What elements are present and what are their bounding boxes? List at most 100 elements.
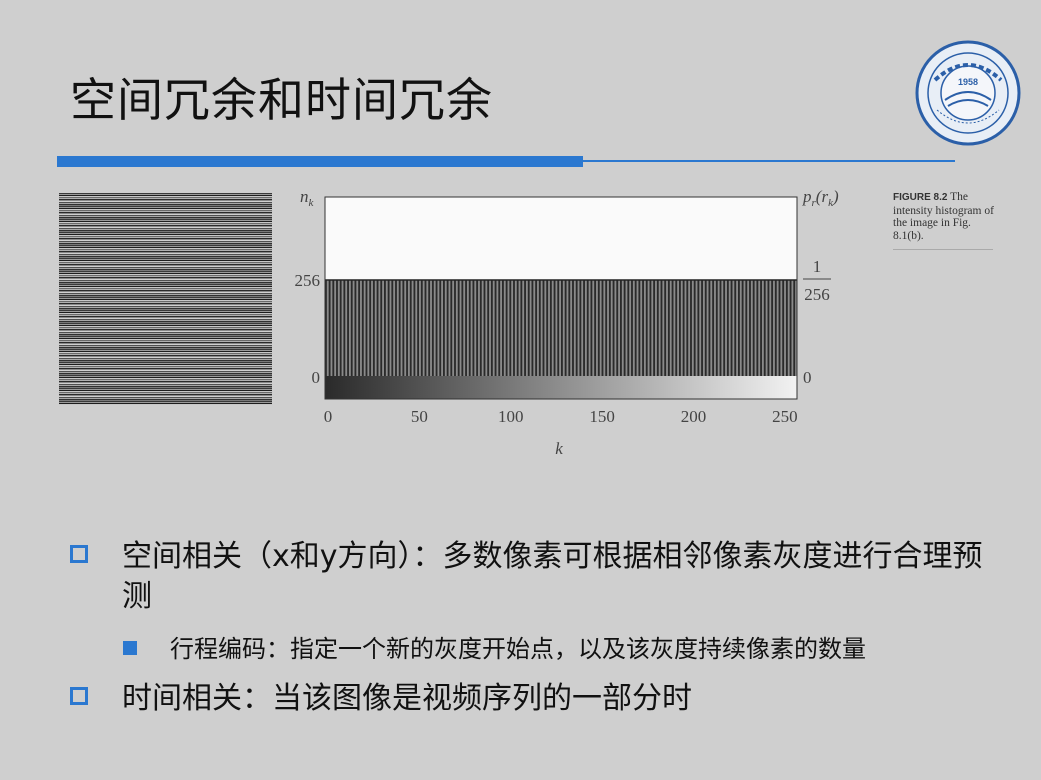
histogram-bar	[752, 280, 755, 376]
histogram-bar	[490, 280, 493, 376]
histogram-bar	[509, 280, 512, 376]
histogram-bar	[406, 280, 408, 376]
bullet-spatial: 空间相关（x和y方向）：多数像素可根据相邻像素灰度进行合理预测	[70, 537, 990, 617]
histogram-bar	[454, 280, 456, 376]
right-tick-1: 1	[813, 257, 822, 276]
histogram-bar	[332, 280, 335, 376]
sub-bullet-runlength: 行程编码：指定一个新的灰度开始点，以及该灰度持续像素的数量	[70, 633, 990, 665]
x-tick-label: 200	[681, 407, 707, 426]
bullet-list: 空间相关（x和y方向）：多数像素可根据相邻像素灰度进行合理预测 行程编码：指定一…	[70, 537, 990, 719]
histogram-bar	[502, 280, 504, 376]
histogram-bar	[424, 280, 427, 376]
histogram-bar	[513, 280, 515, 376]
histogram-bar	[443, 280, 445, 376]
histogram-bar	[631, 280, 633, 376]
histogram-bar	[354, 280, 357, 376]
histogram-bar	[549, 280, 552, 376]
histogram-bar	[667, 280, 670, 376]
histogram-bar	[365, 280, 368, 376]
histogram-bar	[409, 280, 412, 376]
histogram-bar	[413, 280, 416, 376]
histogram-bar	[557, 280, 560, 376]
histogram-bar	[682, 280, 685, 376]
histogram-bar	[608, 280, 611, 376]
histogram-bar	[483, 280, 486, 376]
x-tick-label: 100	[498, 407, 523, 426]
histogram-bar	[420, 280, 423, 376]
histogram-bar	[741, 280, 744, 376]
histogram-bar	[369, 280, 372, 376]
histogram-bar	[778, 280, 781, 376]
histogram-bar	[553, 280, 556, 376]
histogram-bar	[627, 280, 630, 376]
histogram-bar	[417, 280, 420, 376]
histogram-bar	[376, 280, 379, 376]
histogram-bar	[649, 280, 652, 376]
x-tick-label: 250	[772, 407, 798, 426]
right-tick-256: 256	[804, 285, 830, 304]
histogram-bar	[597, 280, 600, 376]
histogram-bar	[487, 280, 490, 376]
histogram-bar	[531, 280, 534, 376]
histogram-bar	[450, 280, 453, 376]
title-rule-thick	[57, 156, 583, 167]
histogram-bar	[782, 280, 785, 376]
histogram-bar	[465, 280, 467, 376]
histogram-bar	[656, 280, 659, 376]
histogram-bar	[594, 280, 597, 376]
histogram-bars	[325, 279, 797, 376]
histogram-bar	[398, 280, 401, 376]
title-rule-thin	[583, 160, 955, 162]
histogram-bar	[546, 280, 549, 376]
histogram-bar	[642, 280, 644, 376]
histogram-bar	[686, 280, 689, 376]
histogram-bar	[579, 280, 582, 376]
histogram-bar	[564, 280, 567, 376]
histogram-bar	[690, 280, 692, 376]
histogram-bar	[763, 280, 766, 376]
grayscale-bar	[325, 376, 797, 399]
bullet-temporal-text: 时间相关：当该图像是视频序列的一部分时	[122, 681, 692, 716]
hollow-square-icon	[70, 545, 88, 563]
histogram-bar	[664, 280, 667, 376]
histogram-bar	[701, 280, 703, 376]
histogram-bar	[590, 280, 593, 376]
striped-image	[59, 193, 272, 405]
histogram-bar	[516, 280, 519, 376]
logo-year: 1958	[958, 77, 978, 87]
left-tick-256: 256	[295, 271, 321, 290]
histogram-bar	[527, 280, 530, 376]
histogram-bar	[538, 280, 541, 376]
histogram-bar	[756, 280, 759, 376]
histogram-bar	[350, 280, 353, 376]
histogram-bar	[653, 280, 656, 376]
histogram-bar	[693, 280, 696, 376]
left-tick-0: 0	[312, 368, 321, 387]
caption-rule	[893, 249, 993, 250]
histogram-bar	[774, 280, 777, 376]
histogram-bar	[749, 280, 751, 376]
histogram-bar	[660, 280, 663, 376]
histogram-bar	[572, 280, 574, 376]
histogram-bar	[583, 280, 585, 376]
histogram-bar	[325, 280, 327, 376]
histogram-bar	[601, 280, 604, 376]
histogram-bar	[638, 280, 641, 376]
histogram-bar	[620, 280, 622, 376]
histogram-bar	[745, 280, 748, 376]
histogram-bar	[734, 280, 737, 376]
filled-square-icon	[123, 641, 137, 655]
histogram-bar	[524, 280, 526, 376]
histogram-bar	[498, 280, 501, 376]
histogram-bar	[505, 280, 508, 376]
histogram-bar	[697, 280, 700, 376]
histogram-bar	[738, 280, 740, 376]
university-seal-icon: 1958	[915, 40, 1021, 146]
histogram-bar	[372, 280, 375, 376]
histogram-bar	[446, 280, 449, 376]
histogram-bar	[793, 280, 796, 376]
histogram-bar	[347, 280, 349, 376]
histogram-bar	[675, 280, 678, 376]
histogram-bar	[605, 280, 608, 376]
histogram-bar	[461, 280, 464, 376]
